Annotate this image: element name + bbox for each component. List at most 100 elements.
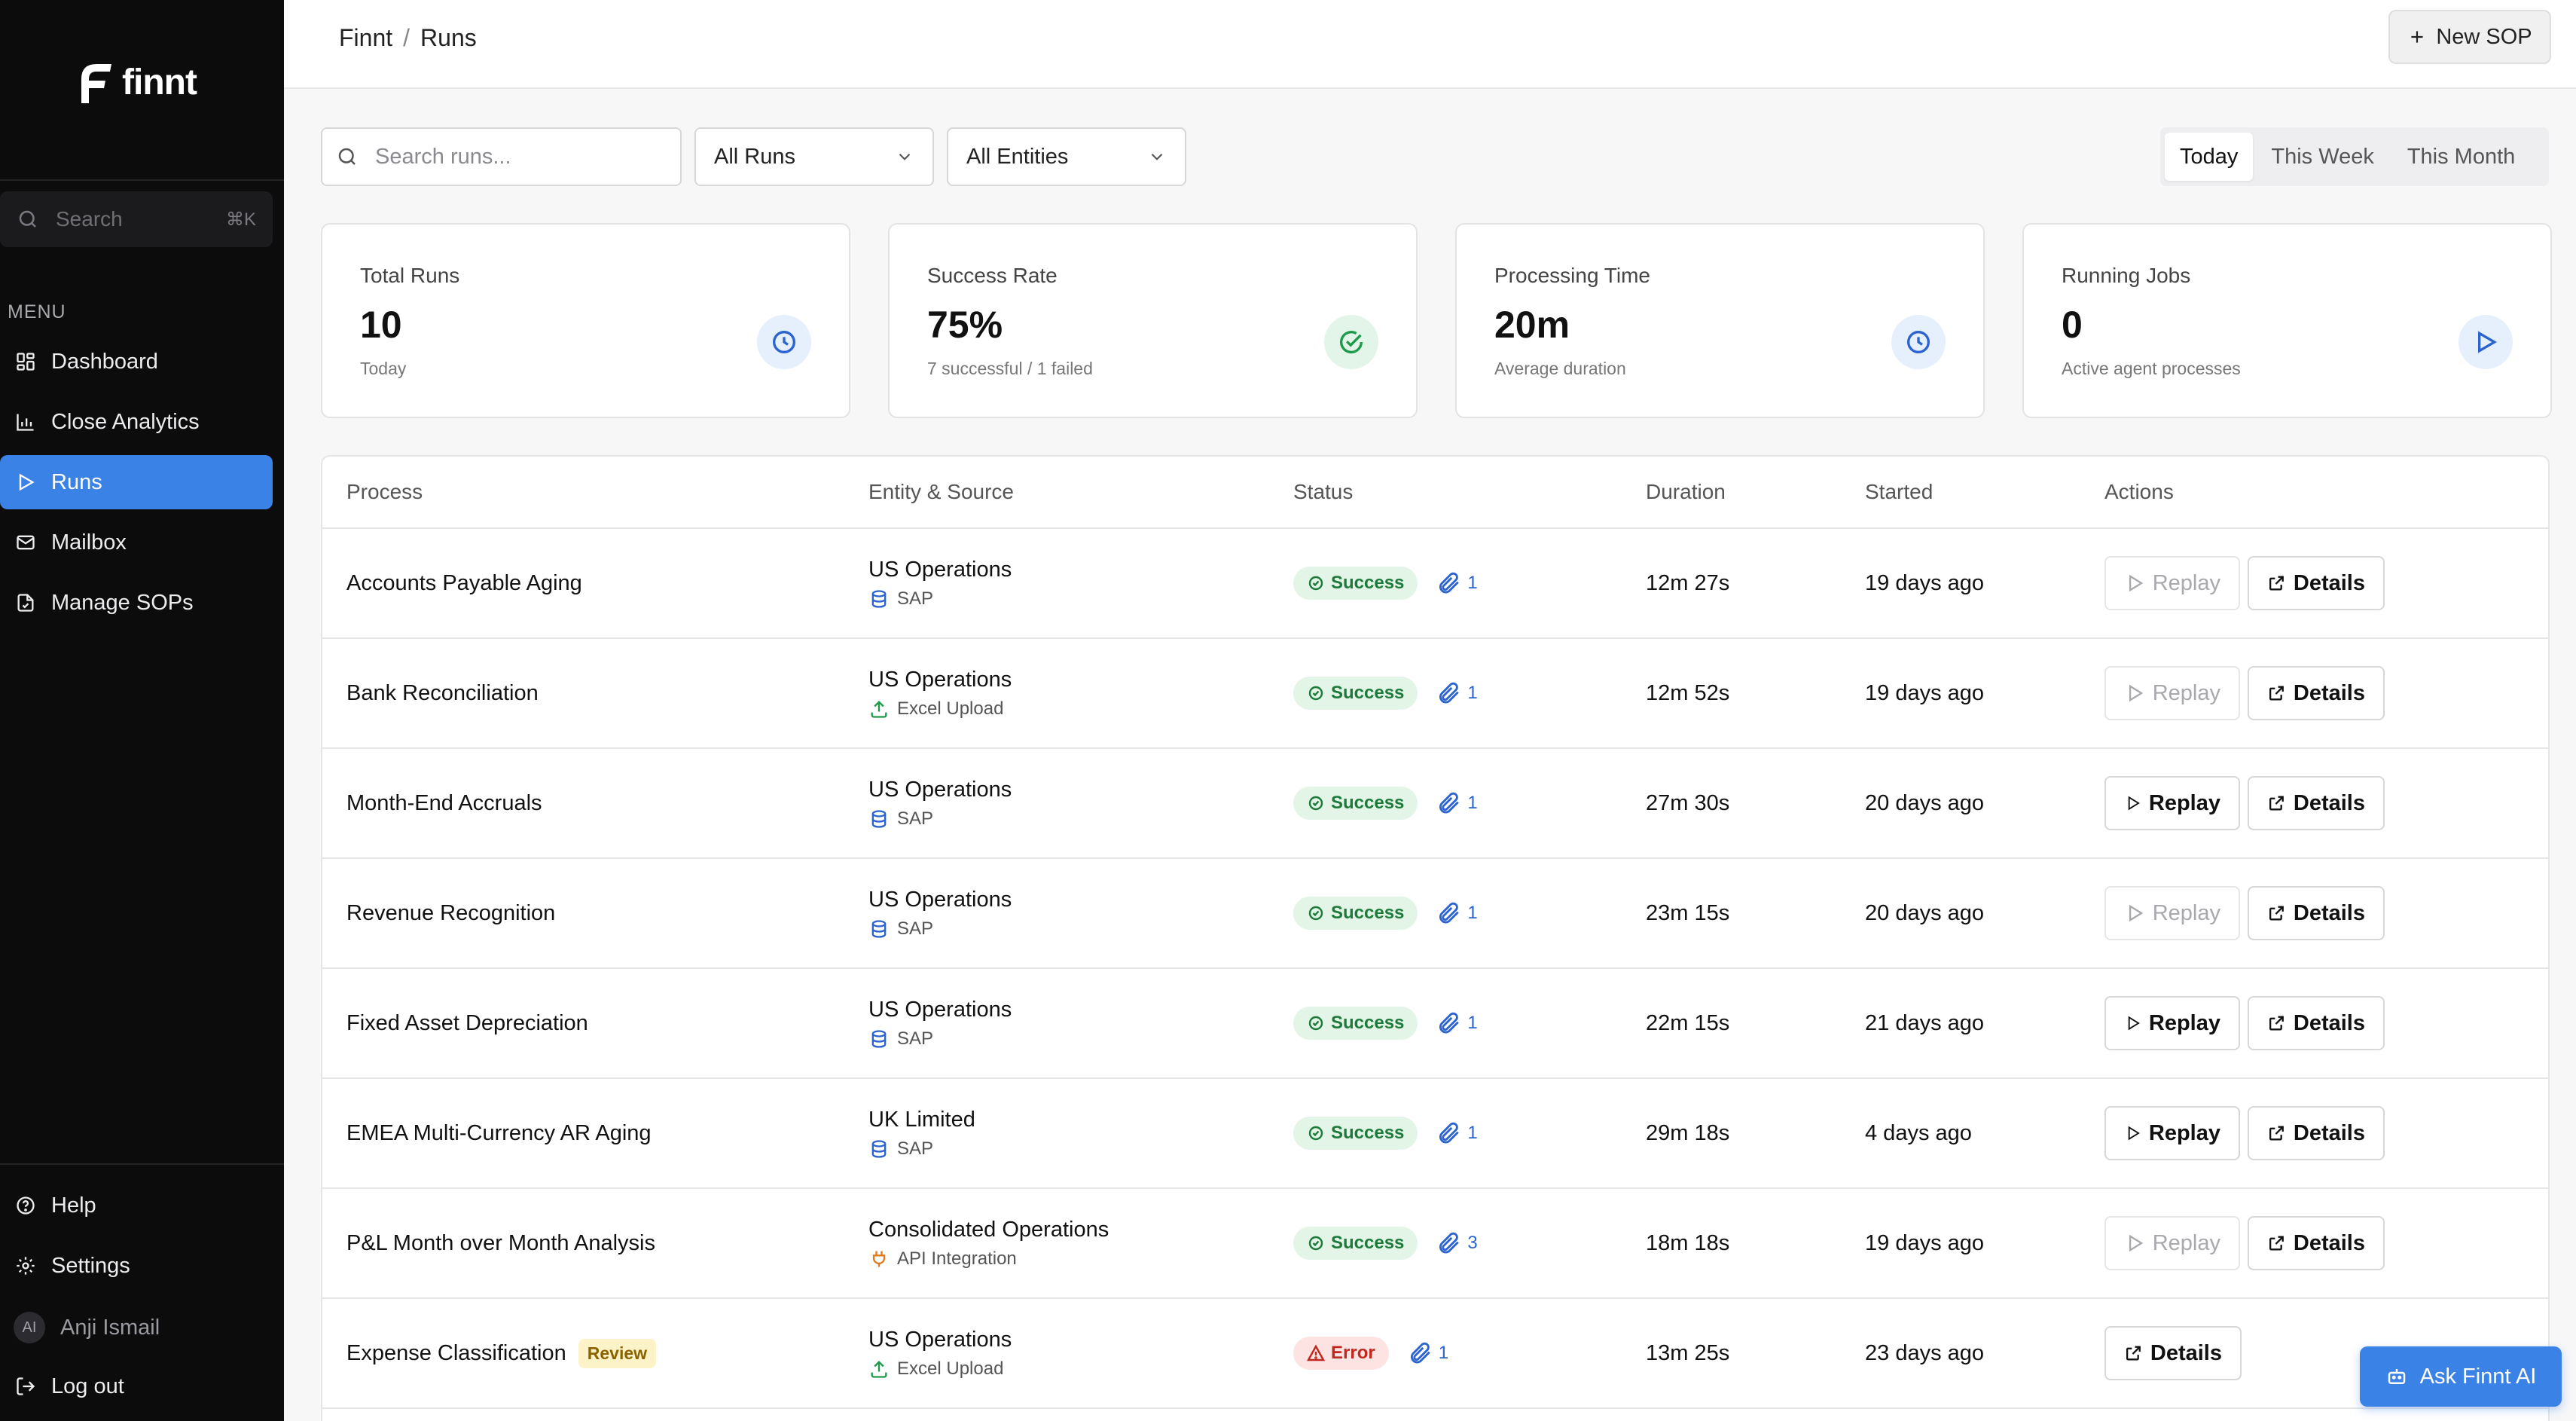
attachment-count: 1 — [1438, 1343, 1449, 1363]
breadcrumb-root[interactable]: Finnt — [339, 24, 393, 51]
entities-filter-select[interactable]: All Entities — [947, 127, 1186, 186]
attachment-count: 1 — [1467, 573, 1478, 593]
replay-button[interactable]: Replay — [2104, 996, 2240, 1050]
external-link-icon — [2269, 796, 2284, 811]
attachments-link[interactable]: 1 — [1436, 570, 1478, 596]
status-cell: Success 1 — [1293, 1007, 1478, 1040]
entity-source: Excel Upload — [868, 1358, 1012, 1380]
sidebar-item-runs[interactable]: Runs — [0, 455, 273, 509]
status-badge: Error — [1293, 1337, 1389, 1370]
sidebar-item-manage-sops[interactable]: Manage SOPs — [0, 576, 273, 630]
runs-search-input[interactable] — [375, 144, 661, 170]
table-row-fixed-asset-depreciation[interactable]: Fixed Asset Depreciation US Operations SAP… — [322, 969, 2548, 1079]
details-button[interactable]: Details — [2248, 666, 2385, 720]
sidebar-item-close-analytics[interactable]: Close Analytics — [0, 395, 273, 449]
actions-cell: Details — [2104, 1326, 2242, 1380]
tab-this-month[interactable]: This Month — [2407, 144, 2516, 169]
details-button[interactable]: Details — [2248, 886, 2385, 940]
stat-cards: Total Runs 10 Today Success Rate 75% 7 s… — [321, 223, 2552, 418]
details-button[interactable]: Details — [2248, 1216, 2385, 1270]
status-label: Success — [1331, 1013, 1405, 1033]
status-label: Success — [1331, 1123, 1405, 1143]
paperclip-icon — [1439, 572, 1460, 594]
tab-this-week[interactable]: This Week — [2271, 144, 2374, 169]
runs-filter-select[interactable]: All Runs — [694, 127, 934, 186]
database-icon — [871, 1029, 887, 1048]
started-cell: 19 days ago — [1865, 680, 1985, 705]
brand-logo[interactable]: finnt — [75, 56, 197, 108]
table-row-bank-reconciliation[interactable]: Bank Reconciliation US Operations Excel Up… — [322, 639, 2548, 749]
sidebar-item-help[interactable]: Help — [0, 1177, 273, 1234]
attachment-count: 3 — [1467, 1233, 1478, 1253]
table-row-p-l-month-over-month-analysis[interactable]: P&L Month over Month Analysis Consolidate… — [322, 1189, 2548, 1299]
details-button[interactable]: Details — [2248, 556, 2385, 610]
entity-name: US Operations — [868, 997, 1012, 1022]
sidebar-search[interactable]: Search ⌘K — [0, 191, 273, 247]
stat-value: 75% — [927, 304, 1003, 346]
status-cell: Success 1 — [1293, 897, 1478, 930]
attachments-link[interactable]: 1 — [1436, 1010, 1478, 1036]
replay-button[interactable]: Replay — [2104, 666, 2240, 720]
ask-finnt-ai-label: Ask Finnt AI — [2419, 1364, 2537, 1389]
table-header: Process Entity & Source Status Duration … — [322, 457, 2548, 529]
column-header-started: Started — [1865, 480, 1934, 503]
table-row-emea-multi-currency-ar-aging[interactable]: EMEA Multi-Currency AR Aging UK Limited SA… — [322, 1079, 2548, 1189]
ask-finnt-ai-button[interactable]: Ask Finnt AI — [2360, 1346, 2562, 1407]
replay-button[interactable]: Replay — [2104, 886, 2240, 940]
table-row-month-end-accruals[interactable]: Month-End Accruals US Operations SAP Succes… — [322, 749, 2548, 859]
database-icon — [871, 1139, 887, 1158]
status-label: Success — [1331, 573, 1405, 593]
chevron-down-icon — [1151, 153, 1163, 160]
duration-cell: 29m 18s — [1646, 1120, 1730, 1145]
replay-button[interactable]: Replay — [2104, 1216, 2240, 1270]
external-link-icon — [2269, 1016, 2284, 1031]
stat-subtext: 7 successful / 1 failed — [927, 359, 1093, 378]
replay-button[interactable]: Replay — [2104, 1106, 2240, 1160]
user-profile[interactable]: AI Anji Ismail — [0, 1297, 273, 1358]
column-header-entity: Entity & Source — [868, 480, 1014, 503]
database-icon — [871, 809, 887, 828]
logout-button[interactable]: Log out — [0, 1358, 273, 1415]
sidebar-item-mailbox[interactable]: Mailbox — [0, 515, 273, 570]
entity-name: UK Limited — [868, 1107, 975, 1132]
process-cell: P&L Month over Month Analysis — [346, 1231, 655, 1256]
replay-button[interactable]: Replay — [2104, 776, 2240, 830]
sidebar-item-label: Manage SOPs — [51, 590, 194, 615]
details-button[interactable]: Details — [2248, 996, 2385, 1050]
attachments-link[interactable]: 1 — [1436, 790, 1478, 816]
attachments-link[interactable]: 1 — [1436, 900, 1478, 926]
menu-label: MENU — [8, 301, 66, 322]
paperclip-icon — [1439, 682, 1460, 704]
details-button[interactable]: Details — [2248, 776, 2385, 830]
details-button[interactable]: Details — [2104, 1326, 2242, 1380]
attachments-link[interactable]: 1 — [1436, 680, 1478, 706]
entity-cell: Consolidated Operations API Integration — [868, 1218, 1109, 1270]
sidebar-item-settings[interactable]: Settings — [0, 1237, 273, 1294]
entity-source: SAP — [868, 588, 1012, 610]
avatar: AI — [14, 1312, 45, 1343]
details-label: Details — [2293, 900, 2365, 925]
table-body: Accounts Payable Aging US Operations SAP Su… — [322, 529, 2548, 1409]
runs-search[interactable] — [321, 127, 682, 186]
source-label: SAP — [897, 1138, 934, 1159]
entity-cell: US Operations SAP — [868, 888, 1012, 940]
replay-button[interactable]: Replay — [2104, 556, 2240, 610]
attachments-link[interactable]: 1 — [1407, 1340, 1448, 1366]
new-sop-button[interactable]: New SOP — [2388, 10, 2551, 64]
upload-icon — [871, 1360, 887, 1378]
paperclip-icon — [1439, 902, 1460, 924]
sidebar-item-dashboard[interactable]: Dashboard — [0, 335, 273, 389]
table-row-expense-classification[interactable]: Expense Classification Review US Operation… — [322, 1299, 2548, 1409]
attachments-link[interactable]: 1 — [1436, 1120, 1478, 1146]
started-cell: 19 days ago — [1865, 570, 1985, 595]
breadcrumb-current: Runs — [420, 24, 477, 51]
details-button[interactable]: Details — [2248, 1106, 2385, 1160]
tab-today[interactable]: Today — [2165, 133, 2254, 181]
table-row-revenue-recognition[interactable]: Revenue Recognition US Operations SAP Succe… — [322, 859, 2548, 969]
table-row-accounts-payable-aging[interactable]: Accounts Payable Aging US Operations SAP Su… — [322, 529, 2548, 639]
bot-icon — [2388, 1369, 2405, 1384]
gear-icon — [17, 1257, 35, 1275]
sidebar-item-label: Runs — [51, 469, 102, 494]
duration-cell: 27m 30s — [1646, 790, 1730, 815]
attachments-link[interactable]: 3 — [1436, 1230, 1478, 1256]
